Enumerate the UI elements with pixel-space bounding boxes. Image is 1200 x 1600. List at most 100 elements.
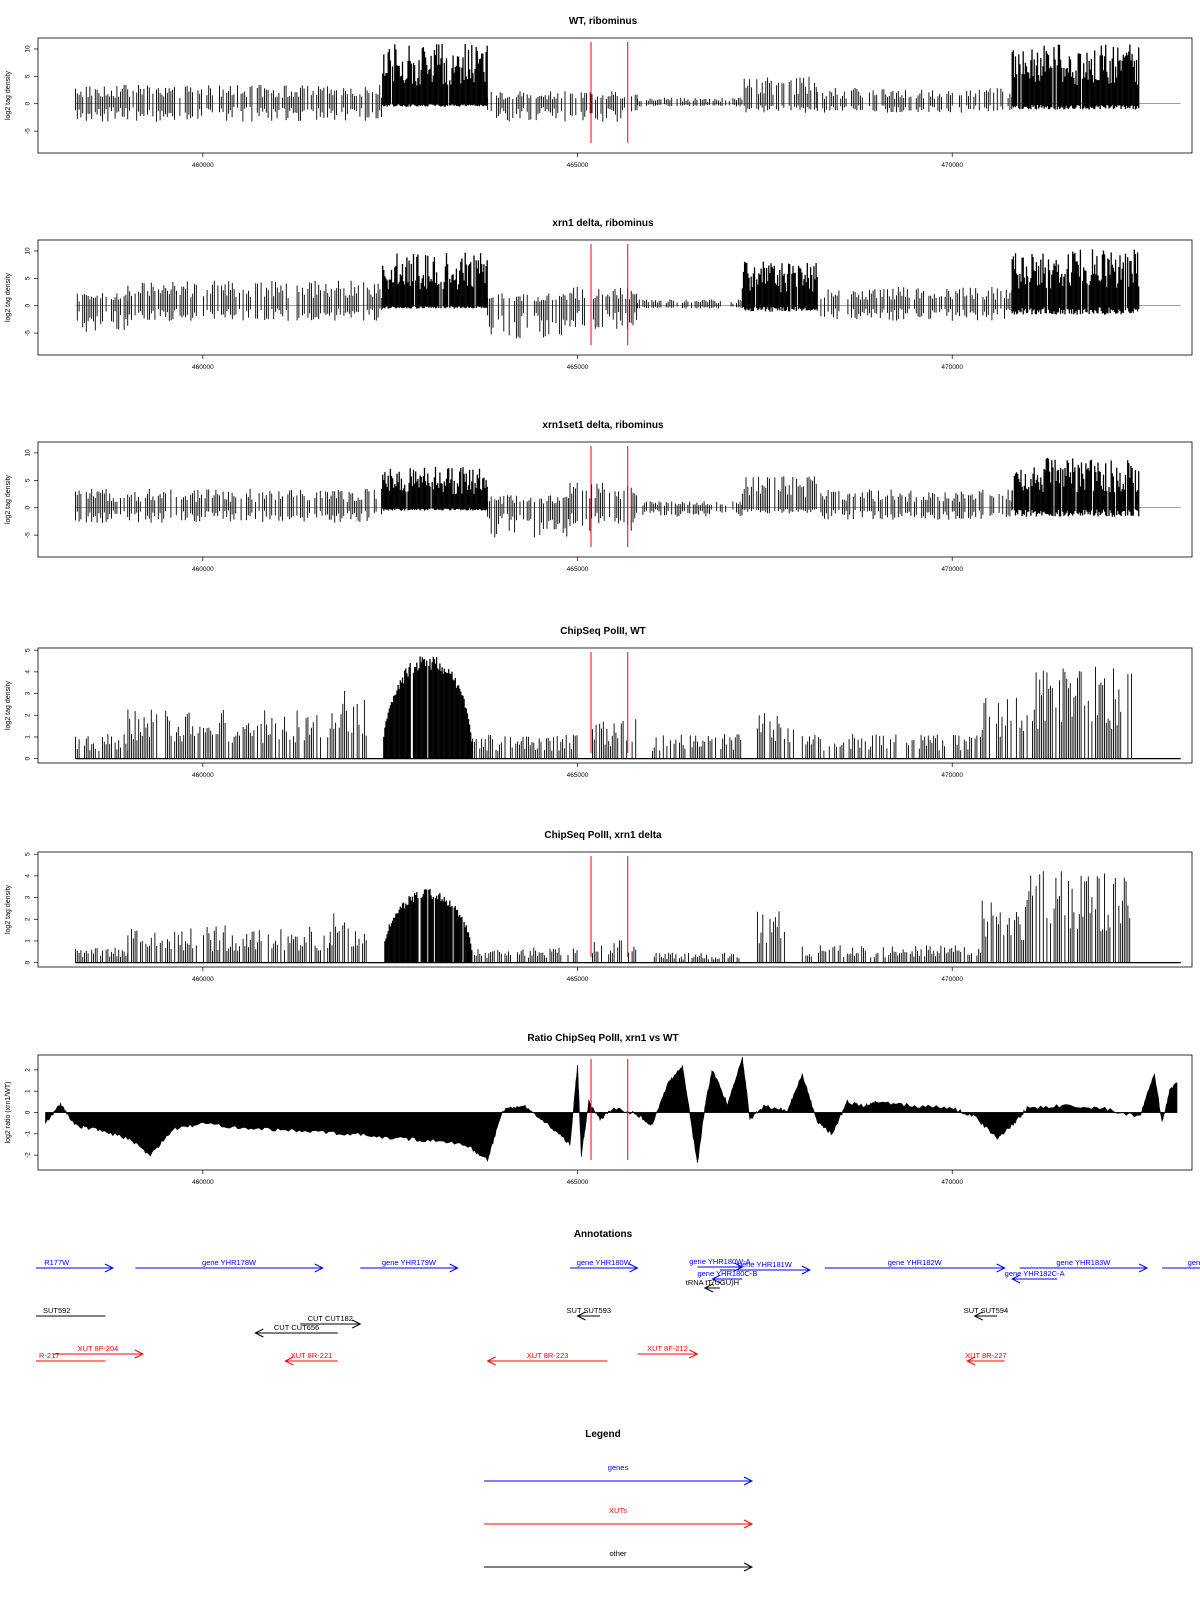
panel-6-area	[45, 1056, 1178, 1163]
panel-2-title: xrn1 delta, ribominus	[552, 218, 654, 229]
panel-6-y-tick-label: -1	[25, 1131, 32, 1137]
annotation-label: gene YHR180W	[577, 1258, 632, 1267]
legend-label: XUTs	[609, 1506, 627, 1515]
panel-5-region-3	[329, 913, 367, 963]
annotation-feature-21: XUT 8R-223	[486, 1351, 608, 1366]
panel-3-y-axis-label: log2 tag density	[5, 474, 12, 524]
annotation-feature-20: XUT 8R-221	[284, 1351, 338, 1366]
panel-5-region-9	[801, 945, 981, 963]
panel-5-x-tick-label: 470000	[941, 976, 963, 983]
panel-1-x-tick-label: 465000	[567, 162, 589, 169]
annotation-label: gene YHR180C-B	[697, 1269, 757, 1278]
annotation-feature-23: XUT 8R-227	[965, 1351, 1007, 1366]
panel-5-bars	[75, 871, 1131, 963]
legend: Legend genes XUTs other	[484, 1429, 754, 1572]
panel-6-y-tick-label: -2	[25, 1152, 32, 1158]
annotation-feature-22: XUT 8F-212	[637, 1344, 699, 1359]
panel-2-region-3	[382, 252, 488, 309]
panel-3-title: xrn1set1 delta, ribominus	[542, 420, 664, 431]
panel-5-region-8	[756, 911, 785, 963]
panel-5-region-10	[981, 900, 1026, 963]
annotation-label: SUT592	[43, 1306, 71, 1315]
panel-1-region-3	[487, 91, 638, 122]
annotation-feature-15: CUT CUT656	[254, 1323, 338, 1338]
annotation-label: gene YHR179W	[382, 1258, 437, 1267]
legend-items: genes XUTs other	[484, 1463, 754, 1572]
panel-3: xrn1set1 delta, ribominus log2 tag densit…	[5, 420, 1193, 573]
panel-4-region-6	[592, 719, 637, 759]
annotation-arrow-head	[486, 1356, 496, 1366]
panel-1-frame	[37, 37, 1193, 154]
panel-2-y-tick-label: 10	[25, 247, 32, 255]
panel-4-title: ChipSeq PolII, WT	[560, 626, 646, 637]
panel-2-y-axis-label: log2 tag density	[5, 272, 12, 322]
panel-4-region-8	[756, 713, 794, 759]
panel-1: WT, ribominus log2 tag density -5 0 5 10 46000…	[5, 16, 1193, 169]
panel-2-region-6	[637, 299, 743, 309]
annotation-label: gene YHR182C-A	[1005, 1269, 1065, 1278]
panel-2-bars	[76, 249, 1140, 339]
panel-4-region-9	[801, 734, 981, 759]
annotation-arrow-head	[703, 1283, 714, 1293]
annotation-feature-list: R177W gene YHR178W gene YHR179W gene YHR180…	[36, 1257, 1200, 1366]
panel-2-x-tick-label: 465000	[567, 364, 589, 371]
legend-title: Legend	[585, 1429, 621, 1440]
annotation-feature-12: tRNA tT(UGU)H	[686, 1278, 739, 1293]
panel-4-y-axis-label: log2 tag density	[5, 680, 12, 730]
annotation-label: SUT SUT594	[964, 1306, 1008, 1315]
panel-4-y-tick-label: 3	[25, 691, 32, 695]
annotation-arrow-head	[351, 1319, 362, 1329]
annotation-label: R177W	[44, 1258, 70, 1267]
legend-item-other: other	[484, 1549, 754, 1572]
panel-6-title: Ratio ChipSeq PolII, xrn1 vs WT	[527, 1033, 678, 1044]
panel-4-y-tick-label: 4	[25, 670, 32, 674]
panel-5-x-tick-label: 460000	[192, 976, 214, 983]
panel-1-y-axis-label: log2 tag density	[5, 70, 12, 120]
annotation-feature-6: gene YHR181W	[719, 1260, 811, 1275]
annotation-feature-8: gene YHR182W	[824, 1258, 1006, 1273]
panel-2-region-9	[1011, 249, 1140, 315]
annotation-feature-11: gene Y	[1162, 1258, 1200, 1269]
annotation-features: R177W gene YHR178W gene YHR179W gene YHR180…	[36, 1257, 1200, 1366]
panel-6-x-tick-label: 460000	[192, 1179, 214, 1186]
panel-5: ChipSeq PolII, xrn1 delta log2 tag densit…	[5, 830, 1193, 983]
annotation-label: XUT 8R-223	[527, 1351, 569, 1360]
panel-1-region-7	[1011, 44, 1140, 110]
panel-1-region-4	[637, 97, 743, 107]
annotation-label: CUT CUT656	[274, 1323, 319, 1332]
panel-1-y-tick-label: 10	[25, 45, 32, 53]
panel-3-region-6	[741, 476, 817, 514]
panel-3-region-2	[382, 466, 488, 511]
annotation-label: gene Y	[1188, 1258, 1200, 1267]
annotation-feature-4: gene YHR180W	[570, 1258, 639, 1273]
panel-4-y-tick-label: 0	[25, 756, 32, 760]
annotation-feature-18: R-217	[36, 1351, 106, 1362]
panel-5-y-tick-label: 1	[25, 939, 32, 943]
panel-1-y-tick-label: 0	[25, 102, 32, 106]
panel-1-y-tick-label: 5	[25, 74, 32, 78]
panel-3-region-1	[75, 488, 382, 523]
annotation-arrow-head	[134, 1349, 145, 1359]
legend-label: genes	[608, 1463, 629, 1472]
annotation-feature-16: SUT SUT593	[567, 1306, 611, 1321]
annotation-arrow-head	[314, 1263, 324, 1273]
annotation-arrow-head	[284, 1356, 294, 1366]
panel-3-y-tick-label: -5	[25, 532, 32, 538]
annotation-label: gene YHR183W	[1056, 1258, 1111, 1267]
annotation-feature-7: gene YHR180C-B	[697, 1269, 757, 1284]
panel-3-y-tick-label: 0	[25, 506, 32, 510]
panel-2-y-tick-label: 0	[25, 304, 32, 308]
panel-2: xrn1 delta, ribominus log2 tag density -5 0…	[5, 218, 1193, 371]
panel-5-y-tick-label: 5	[25, 852, 32, 856]
panel-1-x-tick-label: 470000	[941, 162, 963, 169]
panel-4-region-5	[472, 734, 578, 759]
annotation-arrow-head	[1138, 1263, 1149, 1273]
panel-4: ChipSeq PolII, WT log2 tag density 0 1 2 3 4 5 4…	[5, 626, 1193, 779]
panel-1-title: WT, ribominus	[569, 16, 638, 27]
panel-2-x-tick-label: 470000	[941, 364, 963, 371]
annotation-label: SUT SUT593	[567, 1306, 611, 1315]
panel-3-x-tick-label: 465000	[567, 566, 589, 573]
annotation-label: XUT 8F-212	[647, 1344, 688, 1353]
panel-1-region-1	[75, 84, 382, 122]
panel-1-region-6	[816, 88, 1013, 113]
